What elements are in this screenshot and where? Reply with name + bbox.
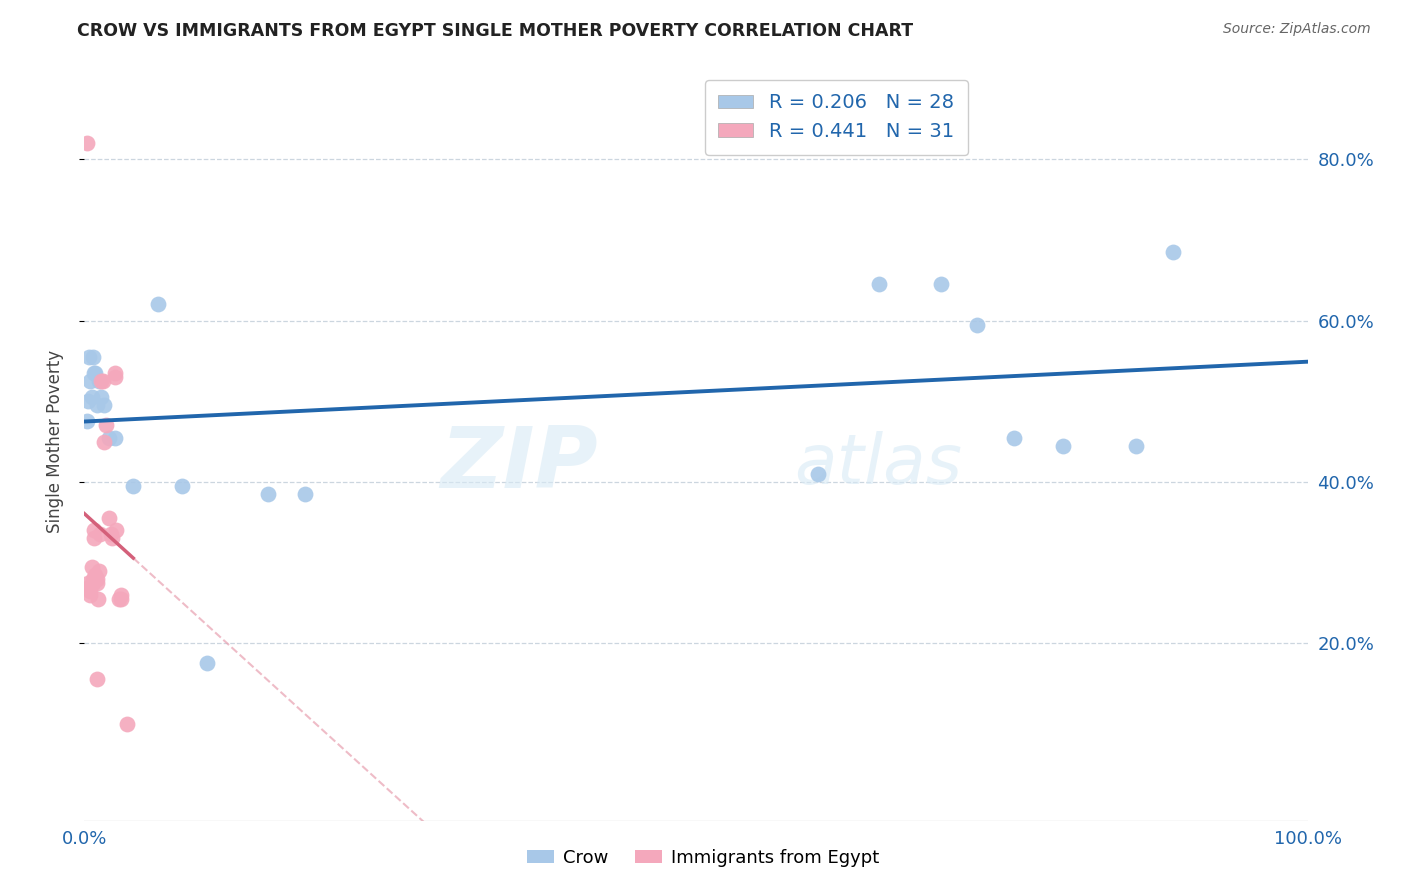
- Point: [79, 583, 101, 598]
- Legend: R = 0.206   N = 28, R = 0.441   N = 31: R = 0.206 N = 28, R = 0.441 N = 31: [704, 79, 967, 154]
- Text: atlas: atlas: [794, 431, 962, 498]
- Point: [122, 479, 145, 493]
- Point: [104, 370, 127, 384]
- Point: [929, 277, 952, 292]
- Point: [86, 572, 108, 586]
- Point: [1125, 439, 1147, 453]
- Point: [84, 366, 107, 380]
- Point: [1002, 430, 1025, 444]
- Point: [257, 487, 280, 501]
- Point: [100, 527, 122, 541]
- Point: [105, 523, 128, 537]
- Point: [76, 414, 98, 428]
- Y-axis label: Single Mother Poverty: Single Mother Poverty: [45, 350, 63, 533]
- Point: [104, 430, 127, 444]
- Point: [83, 366, 105, 380]
- Point: [1052, 439, 1074, 453]
- Point: [82, 350, 104, 364]
- Point: [110, 588, 132, 602]
- Point: [80, 390, 103, 404]
- Point: [89, 527, 111, 541]
- Point: [90, 390, 112, 404]
- Point: [82, 572, 104, 586]
- Point: [87, 374, 110, 388]
- Text: CROW VS IMMIGRANTS FROM EGYPT SINGLE MOTHER POVERTY CORRELATION CHART: CROW VS IMMIGRANTS FROM EGYPT SINGLE MOT…: [77, 22, 914, 40]
- Point: [807, 467, 830, 481]
- Point: [76, 136, 98, 150]
- Point: [79, 588, 101, 602]
- Point: [93, 398, 115, 412]
- Point: [966, 318, 988, 332]
- Point: [172, 479, 194, 493]
- Point: [115, 716, 138, 731]
- Point: [83, 523, 105, 537]
- Text: ZIP: ZIP: [440, 423, 598, 506]
- Text: Source: ZipAtlas.com: Source: ZipAtlas.com: [1223, 22, 1371, 37]
- Point: [86, 673, 108, 687]
- Point: [83, 532, 105, 546]
- Point: [101, 532, 124, 546]
- Point: [107, 591, 129, 606]
- Legend: Crow, Immigrants from Egypt: Crow, Immigrants from Egypt: [519, 842, 887, 874]
- Point: [97, 511, 120, 525]
- Point: [869, 277, 891, 292]
- Point: [195, 657, 218, 671]
- Point: [77, 575, 100, 590]
- Point: [87, 591, 110, 606]
- Point: [104, 366, 127, 380]
- Point: [1161, 244, 1184, 259]
- Point: [86, 575, 108, 590]
- Point: [93, 434, 115, 449]
- Point: [86, 398, 108, 412]
- Point: [96, 418, 118, 433]
- Point: [146, 297, 169, 311]
- Point: [91, 374, 114, 388]
- Point: [77, 580, 100, 594]
- Point: [77, 350, 100, 364]
- Point: [110, 591, 132, 606]
- Point: [82, 575, 104, 590]
- Point: [294, 487, 316, 501]
- Point: [80, 559, 103, 574]
- Point: [84, 567, 107, 582]
- Point: [77, 394, 100, 409]
- Point: [87, 564, 110, 578]
- Point: [79, 374, 101, 388]
- Point: [90, 374, 112, 388]
- Point: [97, 430, 120, 444]
